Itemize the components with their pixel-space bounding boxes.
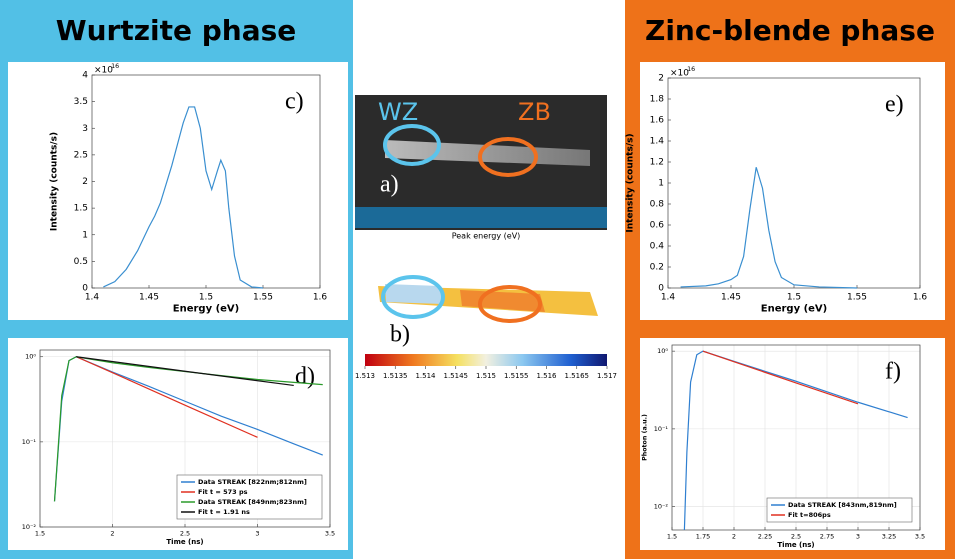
y-exponent: 16 [111, 63, 119, 70]
panel-label: f) [885, 359, 901, 385]
x-tick-label: 3 [255, 530, 259, 538]
y-tick-label: 1 [658, 179, 664, 189]
y-tick-label: 2 [658, 74, 664, 84]
x-tick-label: 1.5 [667, 533, 677, 541]
panel-title: Wurtzite phase [56, 14, 297, 47]
x-tick-label: 1.45 [721, 293, 741, 303]
x-tick-label: 2.5 [791, 533, 801, 541]
x-tick-label: 3 [856, 533, 860, 541]
sem-image: WZ ZB a) [355, 95, 607, 230]
wz-label: WZ [378, 98, 418, 126]
y-tick-label: 1.6 [650, 116, 665, 126]
colorbar-tick-label: 1.5145 [444, 372, 469, 380]
legend-label: Fit t=806ps [788, 511, 831, 519]
legend-label: Data STREAK [822nm;812nm] [198, 478, 307, 486]
x-tick-label: 1.6 [313, 293, 328, 303]
x-tick-label: 1.4 [661, 293, 676, 303]
x-tick-label: 1.55 [253, 293, 273, 303]
y-tick-label: 10⁻² [654, 503, 669, 511]
x-tick-label: 1.6 [913, 293, 928, 303]
colorbar-tick-label: 1.517 [597, 372, 617, 380]
x-tick-label: 1.5 [787, 293, 801, 303]
panel-label: d) [295, 364, 315, 390]
map-region [385, 284, 442, 304]
figure: Wurtzite phase Zinc-blende phase WZ ZB a… [0, 0, 955, 559]
panel-label: b) [390, 322, 410, 348]
y-tick-label: 0.6 [650, 221, 665, 231]
x-tick-label: 1.55 [847, 293, 867, 303]
y-axis-label: Intensity (counts/s) [626, 133, 636, 232]
y-tick-label: 1 [82, 230, 88, 240]
y-tick-label: 0.8 [650, 200, 665, 210]
x-axis-label: Time (ns) [166, 538, 203, 546]
x-tick-label: 2 [732, 533, 736, 541]
legend-label: Data STREAK [843nm,819nm] [788, 501, 897, 509]
y-exponent: 16 [687, 66, 695, 73]
x-tick-label: 1.5 [199, 293, 213, 303]
y-tick-label: 10⁰ [657, 347, 668, 355]
colorbar-tick-label: 1.5165 [565, 372, 590, 380]
y-tick-label: 3.5 [74, 97, 88, 107]
legend-label: Fit t = 573 ps [198, 488, 248, 496]
x-tick-label: 2.75 [820, 533, 834, 541]
x-tick-label: 2 [110, 530, 114, 538]
colorbar [365, 354, 607, 366]
x-tick-label: 2.5 [180, 530, 190, 538]
y-tick-label: 3 [82, 124, 88, 134]
colorbar-tick-label: 1.515 [476, 372, 496, 380]
x-tick-label: 1.4 [85, 293, 100, 303]
y-tick-label: 10⁻¹ [654, 425, 669, 433]
y-axis-label: Intensity (counts/s) [50, 132, 60, 231]
legend-label: Data STREAK [849nm;823nm] [198, 498, 307, 506]
peak-map: Peak energy (eV) b) [362, 232, 612, 367]
info-strip [355, 207, 607, 228]
colorbar-tick-label: 1.516 [536, 372, 557, 380]
colorbar-tick-label: 1.513 [355, 372, 375, 380]
x-axis-label: Energy (eV) [761, 304, 827, 315]
colorbar-tick-label: 1.5155 [504, 372, 529, 380]
y-tick-label: 1.8 [650, 95, 665, 105]
colorbar-tick-label: 1.5135 [383, 372, 408, 380]
map-title: Peak energy (eV) [452, 232, 521, 241]
panel-title: Zinc-blende phase [645, 14, 935, 47]
x-tick-label: 3.5 [915, 533, 925, 541]
colorbar-tick-label: 1.514 [415, 372, 436, 380]
x-tick-label: 3.5 [325, 530, 335, 538]
y-tick-label: 0.2 [650, 263, 664, 273]
panel-label: c) [285, 89, 304, 115]
legend-label: Fit t = 1.91 ns [198, 508, 250, 516]
x-tick-label: 2.25 [758, 533, 772, 541]
y-tick-label: 0.5 [74, 257, 88, 267]
y-tick-label: 1.2 [650, 158, 664, 168]
y-tick-label: 1.4 [650, 137, 665, 147]
y-tick-label: 2 [82, 177, 88, 187]
y-axis-label: Photon (a.u.) [642, 414, 649, 461]
y-tick-label: 10⁰ [25, 353, 36, 361]
x-tick-label: 1.75 [696, 533, 710, 541]
y-tick-label: 4 [82, 71, 88, 81]
x-axis-label: Energy (eV) [173, 304, 239, 315]
y-tick-label: 2.5 [74, 150, 88, 160]
zb-label: ZB [518, 98, 551, 126]
x-tick-label: 3.25 [882, 533, 896, 541]
y-tick-label: 10⁻¹ [22, 438, 37, 446]
y-tick-label: 1.5 [74, 204, 88, 214]
panel-label: a) [380, 172, 399, 198]
x-tick-label: 1.45 [139, 293, 159, 303]
panel-label: e) [885, 92, 904, 118]
x-tick-label: 1.5 [35, 530, 45, 538]
x-axis-label: Time (ns) [777, 541, 814, 549]
y-tick-label: 0.4 [650, 242, 665, 252]
